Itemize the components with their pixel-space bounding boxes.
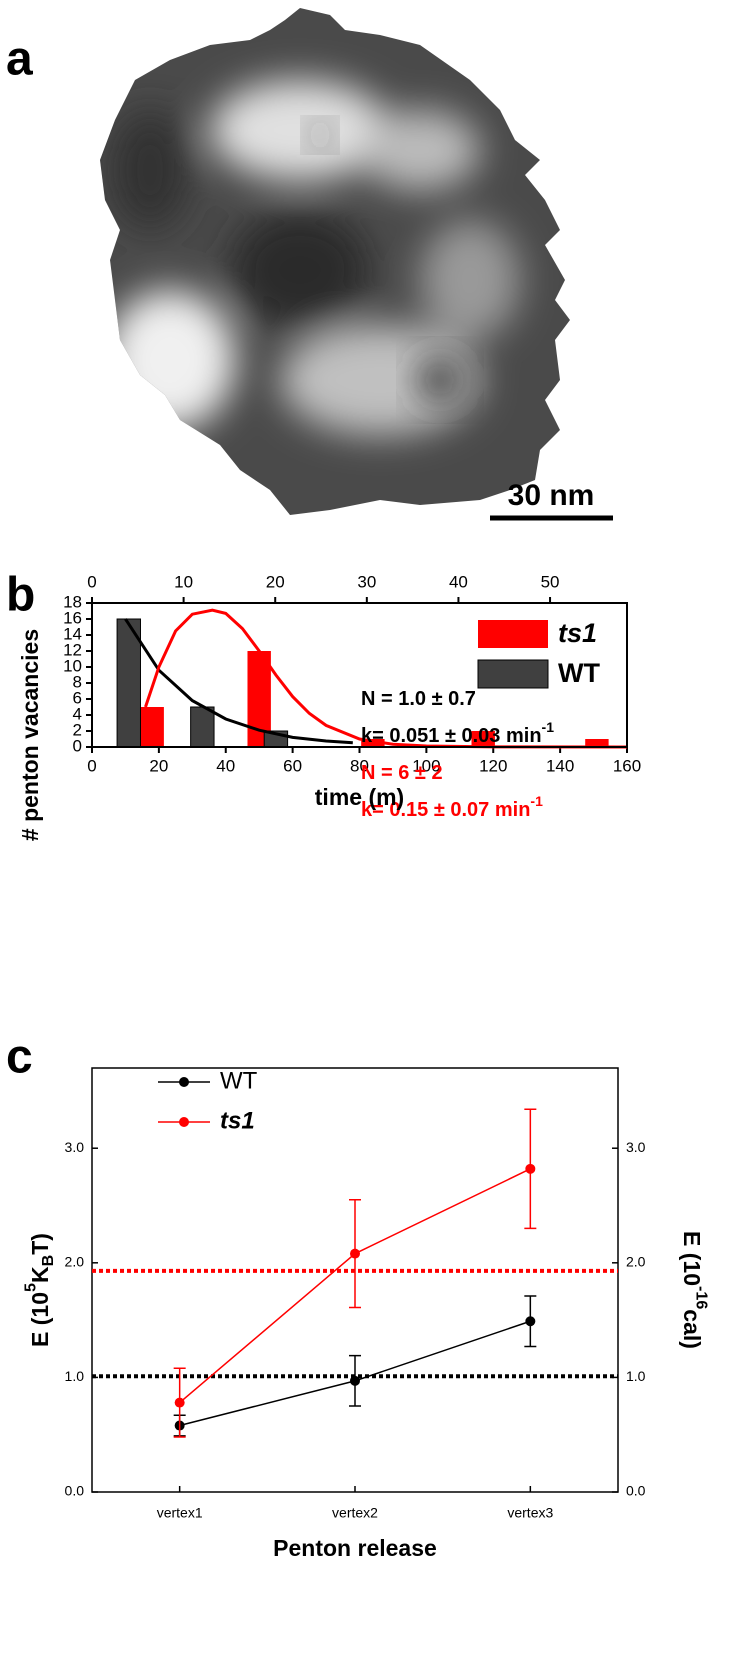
legend-label: ts1	[220, 1107, 255, 1134]
x-tick-label: 0	[87, 756, 96, 775]
x2-tick-label: 50	[541, 572, 560, 591]
x-tick-label: vertex1	[157, 1505, 203, 1521]
marker	[525, 1316, 536, 1327]
label-part: cal)	[679, 1309, 705, 1349]
afm-image	[100, 8, 570, 515]
label-part: -16	[692, 1286, 710, 1309]
label-part: N = 6 ± 2	[361, 762, 443, 784]
y-tick-label: 1.0	[65, 1368, 85, 1384]
y2-tick-label: 2.0	[626, 1254, 646, 1270]
x2-tick-label: 20	[266, 572, 285, 591]
y-tick-label: 3.0	[65, 1139, 85, 1155]
y-tick-label: 14	[63, 624, 82, 643]
y-tick-label: 6	[73, 688, 82, 707]
legend-swatch	[477, 659, 549, 689]
label-part: T)	[27, 1233, 53, 1255]
x-tick-label: 40	[216, 756, 235, 775]
y-tick-label: 12	[63, 640, 82, 659]
marker	[350, 1248, 360, 1259]
x-tick-label: 160	[613, 756, 641, 775]
x2-tick-label: 0	[87, 572, 96, 591]
panel-label: c	[6, 1031, 33, 1084]
legend-label: ts1	[558, 618, 597, 648]
label-part: -1	[530, 793, 543, 809]
x2-tick-label: 10	[174, 572, 193, 591]
x-tick-label: vertex3	[507, 1505, 553, 1521]
marker	[174, 1397, 185, 1408]
x-axis-label: Penton release	[273, 1535, 437, 1561]
x-tick-label: 100	[412, 756, 440, 775]
panel-label: b	[6, 569, 35, 622]
y2-tick-label: 1.0	[626, 1368, 646, 1384]
legend-label: WT	[558, 658, 600, 688]
label-part: N = 1.0 ± 0.7	[361, 688, 476, 710]
label-part: k= 0.15 ± 0.07 min	[361, 799, 530, 821]
label-part: 5	[22, 1283, 40, 1292]
y-tick-label: 0.0	[65, 1483, 85, 1499]
marker	[350, 1375, 360, 1386]
label-part: E (10	[679, 1231, 705, 1286]
annotation: N = 1.0 ± 0.7	[361, 688, 476, 710]
scale-bar-label: 30 nm	[508, 479, 595, 512]
fit-curve	[124, 618, 353, 745]
bar	[140, 707, 164, 747]
legend-marker	[179, 1117, 189, 1127]
y2-axis-label: E (10-16cal)	[679, 1231, 710, 1349]
y-axis-label: E (105KBT)	[22, 1233, 57, 1347]
label-part: k= 0.051 ± 0.03 min	[361, 725, 542, 747]
plot-frame	[91, 602, 628, 748]
y-tick-label: 2	[73, 720, 82, 739]
legend-marker	[179, 1077, 189, 1087]
bar	[247, 651, 271, 747]
x2-tick-label: 30	[357, 572, 376, 591]
legend-swatch	[478, 620, 548, 648]
legend-label: WT	[220, 1067, 258, 1094]
marker	[525, 1163, 536, 1174]
y-tick-label: 8	[73, 672, 82, 691]
x-tick-label: vertex2	[332, 1505, 378, 1521]
x-tick-label: 120	[479, 756, 507, 775]
annotation: k= 0.15 ± 0.07 min-1	[361, 793, 543, 822]
y-axis-label: # penton vacancies	[17, 629, 43, 841]
panel-label: a	[6, 33, 33, 86]
label-part: K	[27, 1266, 53, 1283]
annotation: N = 6 ± 2	[361, 762, 443, 784]
x-tick-label: 80	[350, 756, 369, 775]
x2-tick-label: 40	[449, 572, 468, 591]
y2-tick-label: 0.0	[626, 1483, 646, 1499]
x-tick-label: 20	[149, 756, 168, 775]
label-part: -1	[542, 719, 555, 735]
bar	[190, 706, 215, 748]
y2-tick-label: 3.0	[626, 1139, 646, 1155]
label-part: E (10	[27, 1292, 53, 1347]
y-tick-label: 2.0	[65, 1254, 85, 1270]
label-part: B	[39, 1255, 57, 1267]
bar	[471, 731, 495, 747]
x-tick-label: 140	[546, 756, 574, 775]
y-tick-label: 0	[73, 736, 82, 755]
fit-curve	[144, 608, 628, 749]
x-axis-label: time (m)	[315, 784, 404, 810]
y-tick-label: 18	[63, 592, 82, 611]
bar	[585, 739, 609, 747]
y-tick-label: 16	[63, 608, 82, 627]
annotation: k= 0.051 ± 0.03 min-1	[361, 719, 554, 748]
y-tick-label: 4	[73, 704, 82, 723]
y-tick-label: 10	[63, 656, 82, 675]
bar	[361, 739, 385, 747]
x-tick-label: 60	[283, 756, 302, 775]
